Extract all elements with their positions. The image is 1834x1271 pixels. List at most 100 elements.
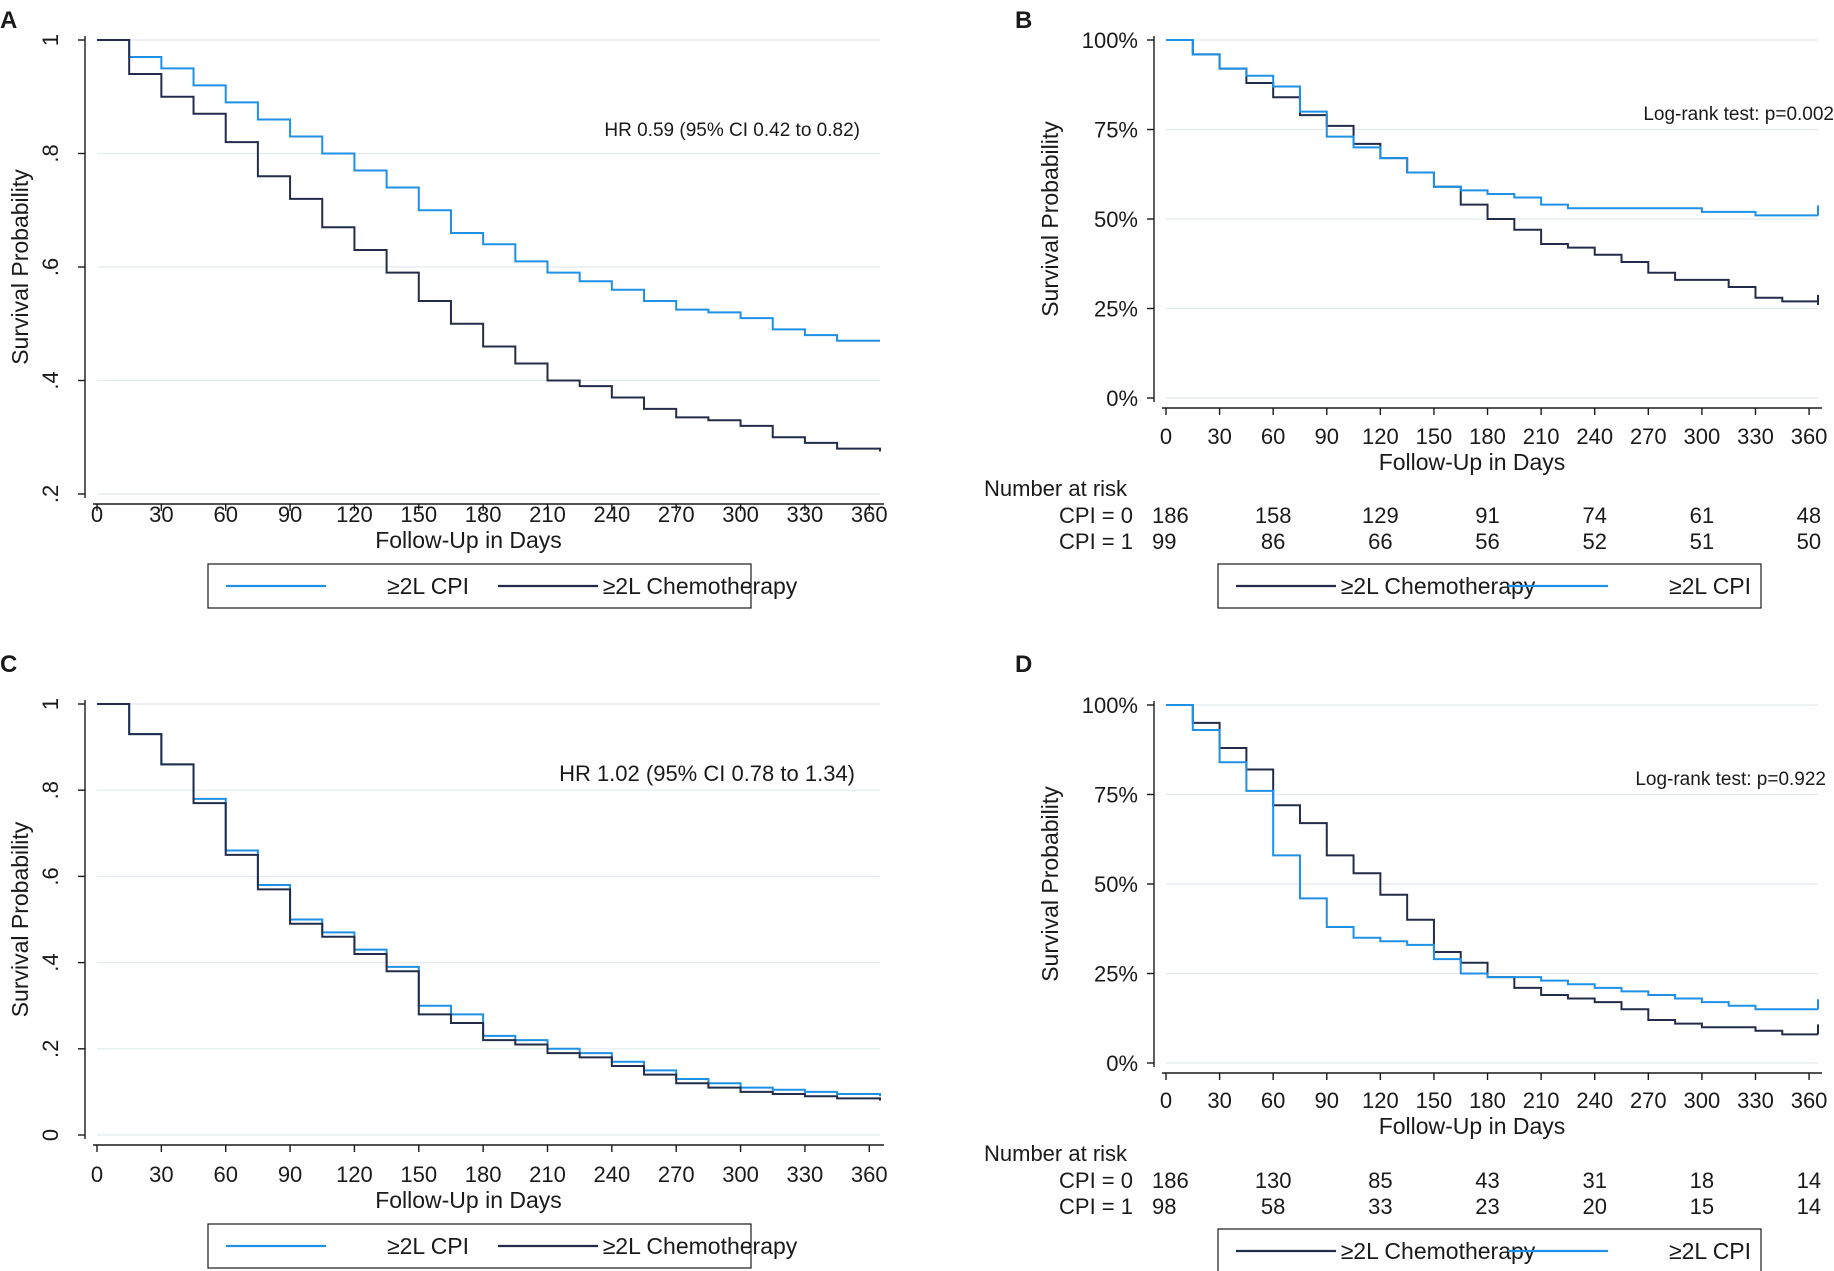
- y-tick-label: .8: [38, 144, 63, 162]
- risk-value: 23: [1475, 1194, 1499, 1219]
- legend: ≥2L CPI ≥2L Chemotherapy: [207, 1223, 798, 1269]
- x-tick-label: 150: [400, 502, 437, 527]
- y-axis-title: Survival Probability: [1037, 786, 1063, 982]
- x-tick-label: 360: [851, 502, 888, 527]
- y-tick-label: 50%: [1094, 207, 1138, 232]
- risk-value: 186: [1152, 503, 1189, 528]
- x-tick-label: 180: [465, 502, 502, 527]
- x-tick-label: 300: [722, 502, 759, 527]
- risk-value: 130: [1255, 1168, 1292, 1193]
- x-tick-label: 90: [1315, 1088, 1339, 1113]
- y-tick-label: .2: [38, 485, 63, 503]
- y-tick-label: 1: [38, 698, 63, 710]
- x-tick-label: 120: [336, 1162, 373, 1187]
- legend-label: ≥2L Chemotherapy: [603, 1233, 798, 1259]
- x-tick-label: 120: [1362, 1088, 1399, 1113]
- risk-value: 158: [1255, 503, 1292, 528]
- x-tick-label: 180: [1469, 424, 1506, 449]
- x-tick-label: 120: [1362, 424, 1399, 449]
- y-tick-label: 0%: [1106, 386, 1138, 411]
- risk-value: 186: [1152, 1168, 1189, 1193]
- x-tick-label: 30: [149, 502, 173, 527]
- risk-value: 56: [1475, 529, 1499, 554]
- x-tick-label: 90: [278, 1162, 302, 1187]
- x-tick-label: 0: [1160, 424, 1172, 449]
- legend-label: ≥2L CPI: [387, 1233, 469, 1259]
- x-tick-label: 240: [593, 502, 630, 527]
- x-tick-label: 330: [1737, 1088, 1774, 1113]
- legend-label: ≥2L CPI: [1669, 1238, 1751, 1264]
- x-tick-label: 0: [91, 502, 103, 527]
- legend-label: ≥2L CPI: [1669, 573, 1751, 599]
- x-tick-label: 90: [278, 502, 302, 527]
- survival-curve-cpi: [1166, 704, 1818, 1011]
- risk-value: 99: [1152, 529, 1176, 554]
- y-tick-label: .6: [38, 258, 63, 276]
- x-tick-label: 330: [1737, 424, 1774, 449]
- x-tick-label: 60: [1261, 1088, 1285, 1113]
- y-tick-label: 25%: [1094, 962, 1138, 987]
- y-tick-label: .4: [38, 953, 63, 971]
- stat-annotation: HR 0.59 (95% CI 0.42 to 0.82): [604, 120, 860, 141]
- panel-label: D: [1015, 651, 1032, 678]
- x-tick-label: 150: [400, 1162, 437, 1187]
- y-tick-label: .6: [38, 867, 63, 885]
- x-tick-label: 180: [465, 1162, 502, 1187]
- x-tick-label: 30: [1207, 424, 1231, 449]
- risk-value: 20: [1582, 1194, 1606, 1219]
- y-axis-title: Survival Probability: [1037, 121, 1063, 317]
- x-tick-label: 210: [1523, 424, 1560, 449]
- panel-a: A .2 .4 .6 .8 1 0 30 60 90 120 150 180 210 240 270 300 33…: [0, 7, 888, 609]
- y-tick-label: 0%: [1106, 1051, 1138, 1076]
- x-tick-label: 270: [1630, 424, 1667, 449]
- legend-label: ≥2L CPI: [387, 573, 469, 599]
- risk-value: 86: [1261, 529, 1285, 554]
- x-tick-label: 270: [1630, 1088, 1667, 1113]
- x-tick-label: 300: [1684, 424, 1721, 449]
- x-tick-label: 360: [1791, 424, 1828, 449]
- panel-b: B 0% 25% 50% 75% 100% 0 30 60 90 120 150 180 210 240 27…: [984, 7, 1834, 609]
- stat-annotation: Log-rank test: p=0.002: [1643, 104, 1834, 125]
- risk-value: 91: [1475, 503, 1499, 528]
- x-tick-label: 150: [1416, 1088, 1453, 1113]
- x-tick-label: 330: [787, 1162, 824, 1187]
- x-tick-label: 300: [722, 1162, 759, 1187]
- risk-value: 51: [1690, 529, 1714, 554]
- x-axis-title: Follow-Up in Days: [375, 527, 562, 553]
- y-tick-label: 0: [38, 1129, 63, 1141]
- risk-value: 31: [1582, 1168, 1606, 1193]
- y-axis-title: Survival Probability: [7, 821, 33, 1017]
- y-tick-label: 100%: [1082, 28, 1138, 53]
- x-tick-label: 0: [91, 1162, 103, 1187]
- x-tick-label: 360: [1791, 1088, 1828, 1113]
- survival-curve-cpi: [97, 39, 880, 342]
- x-tick-label: 270: [658, 1162, 695, 1187]
- x-tick-label: 360: [851, 1162, 888, 1187]
- y-axis-title: Survival Probability: [7, 169, 33, 365]
- risk-value: 15: [1690, 1194, 1714, 1219]
- x-tick-label: 60: [1261, 424, 1285, 449]
- y-tick-label: 75%: [1094, 783, 1138, 808]
- y-tick-label: 1: [38, 34, 63, 46]
- x-tick-label: 180: [1469, 1088, 1506, 1113]
- y-tick-label: 50%: [1094, 872, 1138, 897]
- risk-value: 18: [1690, 1168, 1714, 1193]
- risk-value: 48: [1797, 503, 1821, 528]
- x-tick-label: 30: [1207, 1088, 1231, 1113]
- x-tick-label: 210: [1523, 1088, 1560, 1113]
- survival-curve-cpi: [1166, 39, 1818, 217]
- legend: ≥2L Chemotherapy ≥2L CPI: [1217, 563, 1762, 609]
- y-tick-label: 100%: [1082, 693, 1138, 718]
- survival-curve-chemotherapy: [97, 39, 881, 452]
- legend-label: ≥2L Chemotherapy: [1341, 1238, 1536, 1264]
- x-tick-label: 330: [787, 502, 824, 527]
- risk-row-label: CPI = 0: [1059, 1168, 1133, 1193]
- y-tick-label: .8: [38, 781, 63, 799]
- risk-value: 61: [1690, 503, 1714, 528]
- y-tick-label: .2: [38, 1040, 63, 1058]
- x-axis-title: Follow-Up in Days: [375, 1187, 562, 1213]
- x-tick-label: 60: [213, 502, 237, 527]
- risk-row-label: CPI = 1: [1059, 529, 1133, 554]
- x-tick-label: 270: [658, 502, 695, 527]
